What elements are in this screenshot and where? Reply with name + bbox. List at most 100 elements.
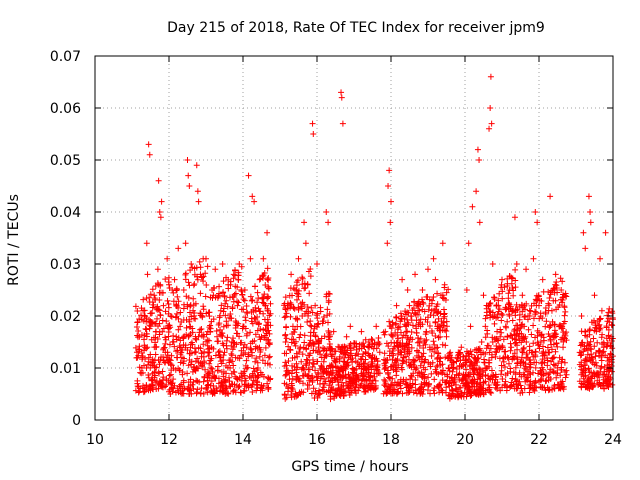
data-point — [589, 359, 596, 366]
data-point — [528, 331, 535, 338]
data-point — [282, 372, 289, 379]
data-point — [249, 370, 256, 377]
data-point — [489, 338, 496, 345]
data-point — [192, 367, 199, 374]
data-point — [171, 343, 178, 350]
data-point — [299, 372, 306, 379]
data-point — [386, 318, 393, 325]
data-point — [330, 328, 337, 335]
data-point — [148, 310, 155, 317]
data-point — [389, 356, 396, 363]
data-point — [426, 302, 433, 309]
data-point — [530, 322, 537, 329]
data-point — [282, 339, 289, 345]
data-point — [346, 342, 353, 349]
data-point — [293, 296, 300, 303]
data-point — [590, 335, 597, 342]
data-point — [585, 381, 592, 388]
data-point — [514, 327, 521, 334]
data-point — [230, 335, 237, 342]
data-point — [496, 306, 503, 313]
data-point — [245, 353, 252, 360]
data-point — [135, 389, 142, 396]
data-point — [539, 352, 546, 359]
data-point — [495, 337, 502, 344]
data-point — [597, 325, 604, 332]
data-point — [317, 390, 324, 397]
data-point — [198, 332, 205, 339]
data-point — [482, 378, 489, 385]
data-point — [550, 369, 557, 376]
data-point — [157, 311, 164, 318]
data-point — [420, 350, 427, 357]
x-tick-labels: 10 12 14 16 18 20 22 24 — [86, 432, 622, 448]
data-point — [185, 379, 192, 386]
data-point — [382, 359, 389, 366]
data-point — [208, 318, 215, 325]
data-point — [391, 379, 398, 386]
data-point — [227, 310, 234, 317]
data-point — [591, 292, 598, 299]
data-point — [394, 343, 401, 350]
data-point — [555, 360, 562, 367]
data-point — [326, 344, 333, 351]
data-point — [335, 367, 342, 374]
data-point — [196, 329, 203, 336]
data-point — [286, 346, 293, 353]
data-point — [245, 382, 252, 389]
data-point — [310, 385, 317, 392]
data-point — [253, 382, 260, 389]
data-point — [170, 365, 177, 372]
data-point — [255, 373, 262, 380]
data-point — [410, 356, 417, 363]
data-point — [166, 356, 173, 363]
y-tick-label: 0.06 — [50, 101, 81, 117]
data-point — [346, 378, 353, 385]
data-point — [251, 314, 258, 321]
data-point — [368, 336, 375, 343]
data-point — [147, 318, 154, 325]
data-point — [216, 320, 223, 327]
data-point — [498, 367, 505, 374]
data-point — [537, 377, 544, 384]
data-point — [227, 356, 234, 363]
data-point — [241, 297, 248, 304]
data-point — [177, 309, 184, 316]
data-point — [156, 370, 163, 377]
data-point — [189, 381, 196, 388]
data-point — [218, 302, 225, 309]
data-point — [177, 351, 184, 358]
data-point — [141, 347, 148, 354]
data-point — [416, 356, 423, 363]
x-tick-label: 22 — [530, 432, 548, 448]
data-point — [538, 331, 545, 338]
data-point — [186, 323, 193, 330]
data-point — [439, 387, 446, 394]
data-point — [219, 340, 226, 347]
y-axis-label: ROTI / TECUs — [6, 194, 22, 286]
data-point — [211, 372, 218, 379]
y-tick-label: 0 — [72, 413, 81, 429]
data-point — [209, 368, 216, 375]
data-point — [547, 337, 554, 344]
data-point — [203, 281, 210, 288]
data-point — [232, 373, 239, 380]
data-point — [328, 386, 335, 393]
data-point — [144, 271, 151, 278]
data-point — [200, 341, 207, 348]
data-point — [312, 302, 319, 309]
data-point — [179, 368, 186, 375]
data-point — [488, 367, 495, 374]
data-point — [344, 347, 351, 354]
data-point — [166, 281, 172, 288]
data-point — [190, 364, 197, 371]
x-axis-label: GPS time / hours — [291, 459, 408, 475]
data-point — [133, 324, 140, 331]
data-point — [591, 380, 598, 387]
data-point — [302, 240, 309, 247]
data-point — [192, 335, 199, 342]
data-point — [301, 285, 308, 292]
data-point — [452, 385, 459, 392]
data-point — [406, 388, 413, 395]
data-point — [358, 356, 365, 363]
